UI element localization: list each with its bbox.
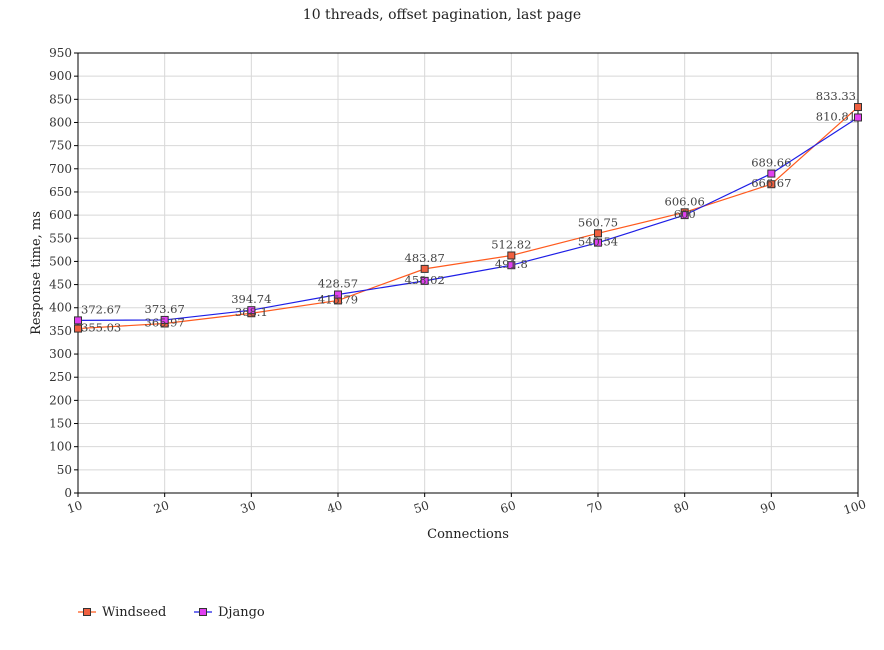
series-django: [74, 113, 862, 325]
data-label: 600: [674, 207, 696, 221]
data-point: [247, 306, 256, 315]
grid-lines: [77, 52, 859, 494]
data-label: 666.67: [751, 176, 791, 190]
data-label: 491.8: [495, 257, 528, 271]
data-point: [420, 264, 429, 273]
data-point: [160, 315, 169, 324]
y-tick-label: 650: [49, 185, 72, 199]
legend-marker: [199, 608, 207, 616]
data-point: [507, 251, 516, 260]
data-label: 388.1: [235, 305, 268, 319]
legend-label: Django: [218, 605, 265, 620]
y-tick-label: 250: [49, 370, 72, 384]
series-layer: [74, 103, 862, 333]
legend: Windseed Django: [78, 605, 265, 620]
x-tick-label: 90: [759, 498, 778, 516]
data-label: 428.57: [318, 277, 358, 291]
y-tick-label: 200: [49, 393, 72, 407]
x-tick-label: 50: [412, 498, 431, 516]
data-point: [680, 211, 689, 220]
y-tick-label: 850: [49, 92, 72, 106]
y-tick-label: 600: [49, 208, 72, 222]
y-tick-label: 50: [57, 463, 72, 477]
x-axis: 10 20 30 40 50 60 70 80 90 100: [65, 493, 868, 517]
y-axis: 0 50 100 150 200 250 300 350 400 450 500 550 600 650 7…: [49, 46, 78, 500]
y-tick-label: 400: [49, 301, 72, 315]
data-label: 483.87: [405, 251, 445, 265]
data-label: 373.67: [145, 302, 185, 316]
x-tick-label: 30: [239, 498, 258, 516]
x-tick-label: 40: [325, 498, 344, 516]
chart-title: 10 threads, offset pagination, last page: [303, 7, 581, 23]
data-label: 560.75: [578, 215, 618, 229]
y-tick-label: 150: [49, 417, 72, 431]
series-windseed: [74, 103, 862, 333]
data-point: [854, 113, 862, 122]
legend-item-django: Django: [194, 605, 265, 620]
data-point: [507, 261, 516, 270]
data-point: [854, 103, 862, 112]
data-label: 810.81: [816, 109, 856, 123]
data-label: 833.33: [816, 89, 856, 103]
data-label: 415.79: [318, 292, 358, 306]
data-point: [420, 276, 429, 285]
legend-marker: [83, 608, 91, 616]
x-tick-label: 20: [152, 498, 171, 516]
data-point: [74, 324, 82, 333]
series-line: [77, 106, 859, 330]
data-point: [334, 290, 342, 299]
data-point: [767, 180, 776, 189]
series-line: [77, 116, 859, 321]
y-tick-label: 700: [49, 162, 72, 176]
y-tick-label: 900: [49, 69, 72, 83]
data-label: 512.82: [491, 237, 531, 251]
data-point: [767, 169, 776, 178]
data-point: [594, 229, 602, 238]
x-tick-label: 100: [842, 497, 868, 517]
y-tick-label: 350: [49, 324, 72, 338]
legend-item-windseed: Windseed: [78, 605, 166, 620]
y-tick-label: 100: [49, 440, 72, 454]
x-tick-label: 10: [65, 498, 84, 516]
legend-label: Windseed: [102, 605, 166, 620]
data-label: 372.67: [81, 302, 121, 316]
data-label: 355.03: [81, 321, 121, 335]
data-label: 540.54: [578, 235, 618, 249]
data-point: [594, 238, 602, 247]
y-tick-label: 750: [49, 139, 72, 153]
plot-area: [77, 52, 859, 494]
data-label: 458.02: [405, 273, 445, 287]
data-label: 689.66: [751, 156, 791, 170]
data-label: 606.06: [665, 194, 705, 208]
y-tick-label: 450: [49, 278, 72, 292]
x-tick-label: 80: [672, 498, 691, 516]
x-tick-label: 70: [585, 498, 604, 516]
data-label: 394.74: [231, 292, 271, 306]
y-tick-label: 550: [49, 231, 72, 245]
y-tick-label: 950: [49, 46, 72, 60]
y-tick-label: 500: [49, 254, 72, 268]
y-tick-label: 0: [64, 486, 72, 500]
x-tick-label: 60: [499, 498, 518, 516]
data-point: [74, 316, 82, 325]
x-axis-title: Connections: [427, 527, 509, 542]
y-axis-title: Response time, ms: [29, 211, 44, 335]
y-tick-label: 300: [49, 347, 72, 361]
y-tick-label: 800: [49, 115, 72, 129]
data-label: 365.97: [145, 315, 185, 329]
